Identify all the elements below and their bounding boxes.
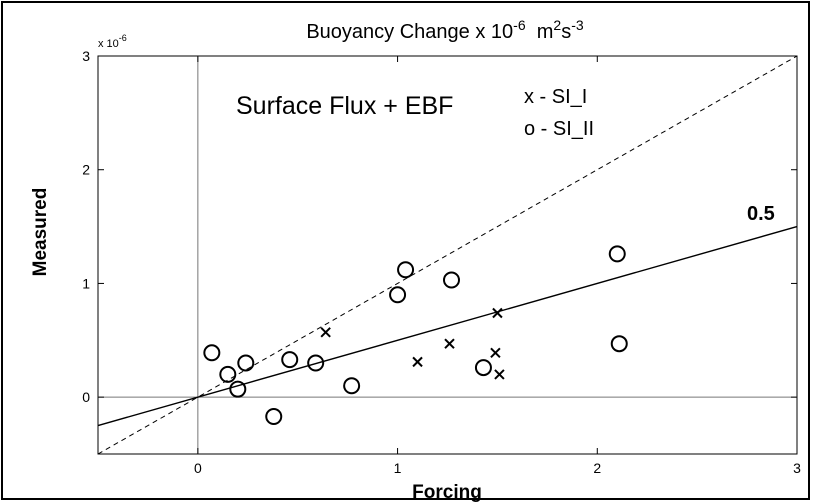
y-tick-label: 0 — [82, 389, 90, 405]
chart-title-units-sq: 2 — [553, 17, 561, 33]
chart-title: Buoyancy Change x 10-6 m2s-3 — [306, 17, 584, 43]
chart-title-units-m: m — [537, 21, 554, 43]
x-axis-ticks: 0 1 2 3 — [194, 56, 801, 476]
point-circle — [343, 377, 361, 395]
point-circle — [219, 365, 237, 383]
y-tick-label: 3 — [82, 48, 90, 64]
point-cross — [494, 369, 505, 380]
y-tick-label: 1 — [82, 275, 90, 291]
point-circle — [474, 359, 492, 377]
x-axis-label: Forcing — [412, 482, 482, 503]
point-circle — [610, 335, 628, 353]
chart-title-units-s: s — [561, 21, 571, 43]
x-tick-label: 1 — [394, 460, 402, 476]
y-multiplier-base: x 10 — [98, 38, 119, 50]
point-circle — [389, 286, 407, 304]
legend-entry-si-ii: o - SI_II — [524, 118, 594, 140]
reference-lines — [97, 55, 798, 455]
y-axis-ticks: 0 1 2 3 — [82, 48, 797, 405]
point-cross — [492, 307, 503, 319]
point-circle — [608, 245, 626, 263]
chart-title-base: Buoyancy Change x 10 — [306, 21, 513, 43]
chart-title-units-exponent: -3 — [571, 17, 584, 33]
annotation-label: Surface Flux + EBF — [236, 92, 453, 120]
point-cross — [444, 338, 455, 349]
point-circle — [281, 351, 299, 369]
data-points — [203, 245, 628, 425]
axes-box — [97, 55, 798, 455]
point-circle — [307, 354, 325, 372]
slope-label: 0.5 — [747, 203, 775, 225]
point-circle — [229, 380, 247, 398]
y-multiplier-exponent: -6 — [119, 33, 127, 43]
point-cross — [412, 356, 423, 368]
zero-lines — [98, 56, 797, 454]
y-axis-label: Measured — [30, 188, 51, 277]
point-circle — [237, 354, 255, 372]
point-cross — [490, 347, 501, 359]
x-tick-label: 0 — [194, 460, 202, 476]
point-circle — [265, 407, 283, 425]
x-tick-label: 2 — [593, 460, 601, 476]
x-tick-label: 3 — [793, 460, 801, 476]
reference-line-slope-fit — [97, 225, 798, 427]
legend-entry-si-i: x - SI_I — [524, 86, 587, 108]
point-circle — [397, 261, 415, 279]
point-circle — [203, 344, 221, 362]
y-multiplier: x 10-6 — [98, 33, 127, 50]
point-cross — [320, 327, 331, 338]
chart-title-exponent: -6 — [513, 17, 526, 33]
legend: x - SI_I o - SI_II — [524, 86, 594, 140]
reference-line-one-to-one — [97, 55, 798, 455]
y-tick-label: 2 — [82, 162, 90, 178]
point-circle — [442, 271, 460, 289]
